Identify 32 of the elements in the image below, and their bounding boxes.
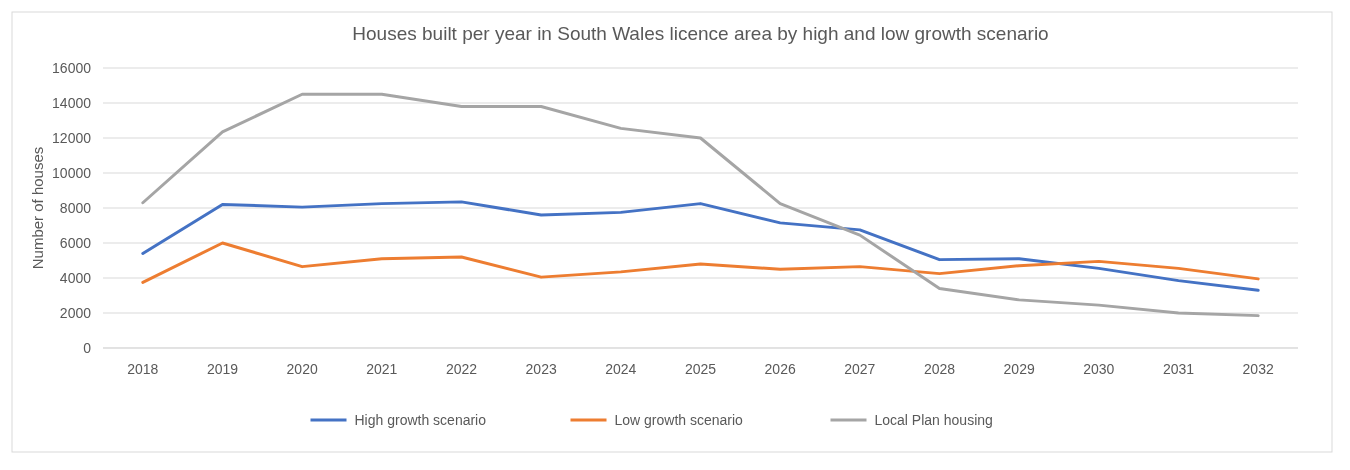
x-tick-label: 2025 (684, 361, 717, 377)
y-tick-label: 14000 (52, 94, 92, 111)
y-tick-label: 16000 (52, 59, 92, 76)
line-series (141, 200, 1260, 292)
x-tick-label: 2026 (764, 361, 796, 377)
x-tick-label: 2021 (366, 361, 398, 377)
y-tick-label: 0 (83, 339, 92, 356)
y-tick-label: 10000 (52, 164, 92, 181)
x-tick-label: 2023 (525, 361, 557, 377)
x-tick-label: 2031 (1162, 361, 1195, 377)
y-tick-label: 2000 (59, 304, 92, 321)
x-tick-label: 2020 (286, 361, 318, 377)
chart-title: Houses built per year in South Wales licence area by high and low growth scenario (352, 23, 1049, 44)
x-tick-label: 2027 (844, 361, 876, 377)
x-tick-label: 2018 (127, 361, 159, 377)
y-tick-label: 4000 (59, 269, 92, 286)
line-series (141, 241, 1260, 284)
x-tick-label: 2029 (1003, 361, 1035, 377)
line-series (141, 92, 1260, 318)
legend-label: Local Plan housing (874, 411, 993, 428)
x-tick-label: 2028 (923, 361, 956, 377)
y-tick-label: 8000 (59, 199, 92, 216)
y-axis-title: Number of houses (29, 146, 46, 270)
y-tick-label: 12000 (52, 129, 92, 146)
x-tick-label: 2022 (445, 361, 478, 377)
x-tick-label: 2019 (206, 361, 239, 377)
x-tick-label: 2024 (605, 361, 637, 377)
legend-label: High growth scenario (354, 411, 487, 428)
x-tick-label: 2032 (1242, 361, 1274, 377)
legend-label: Low growth scenario (614, 411, 744, 428)
x-tick-label: 2030 (1083, 361, 1115, 377)
y-tick-label: 6000 (59, 234, 92, 251)
